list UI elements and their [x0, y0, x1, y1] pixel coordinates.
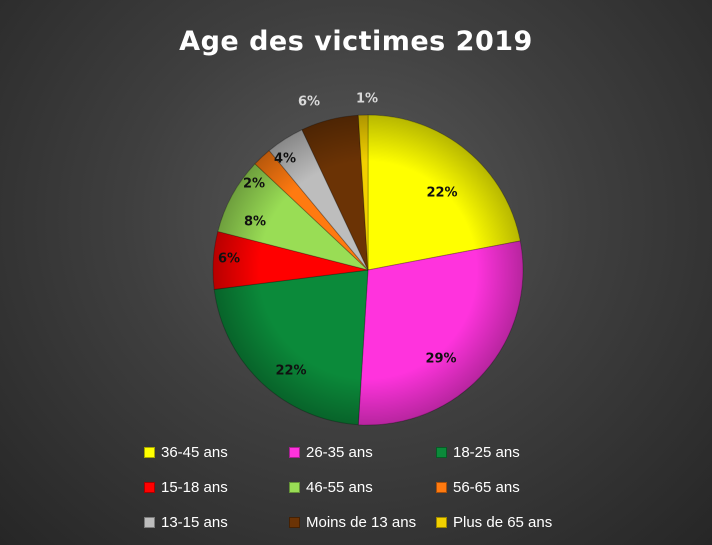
legend-item: 15-18 ans	[144, 478, 228, 496]
legend-item: 36-45 ans	[144, 443, 228, 461]
legend-swatch	[144, 481, 155, 493]
legend-swatch	[436, 481, 447, 493]
data-label: 22%	[275, 364, 306, 379]
legend-swatch	[144, 516, 155, 528]
data-label: 6%	[218, 252, 240, 267]
pie-slice-26-35-ans	[357, 240, 524, 426]
data-label: 8%	[244, 215, 266, 230]
data-label: 6%	[298, 95, 320, 110]
legend-label: 26-35 ans	[306, 443, 373, 461]
legend-label: 46-55 ans	[306, 478, 373, 496]
legend-swatch	[289, 516, 300, 528]
legend-swatch	[436, 516, 447, 528]
chart-title: Age des victimes 2019	[179, 26, 533, 57]
pie-slices	[212, 114, 524, 426]
data-label: 2%	[243, 177, 265, 192]
data-label: 1%	[356, 92, 378, 107]
legend-swatch	[289, 446, 300, 458]
data-label: 29%	[425, 352, 456, 367]
legend-item: Plus de 65 ans	[436, 513, 552, 531]
data-label: 4%	[274, 152, 296, 167]
data-label: 22%	[426, 186, 457, 201]
legend-label: 56-65 ans	[453, 478, 520, 496]
legend-label: 36-45 ans	[161, 443, 228, 461]
legend-swatch	[289, 481, 300, 493]
legend-swatch	[144, 446, 155, 458]
legend-item: 13-15 ans	[144, 513, 228, 531]
pie-slice-18-25-ans	[213, 269, 369, 426]
legend-label: 18-25 ans	[453, 443, 520, 461]
legend-label: 13-15 ans	[161, 513, 228, 531]
legend-item: 46-55 ans	[289, 478, 373, 496]
legend-swatch	[436, 446, 447, 458]
legend-item: Moins de 13 ans	[289, 513, 416, 531]
legend-label: Plus de 65 ans	[453, 513, 553, 531]
legend-item: 18-25 ans	[436, 443, 520, 461]
legend-label: 15-18 ans	[161, 478, 228, 496]
legend-item: 56-65 ans	[436, 478, 520, 496]
legend-label: Moins de 13 ans	[306, 513, 417, 531]
legend-item: 26-35 ans	[289, 443, 373, 461]
